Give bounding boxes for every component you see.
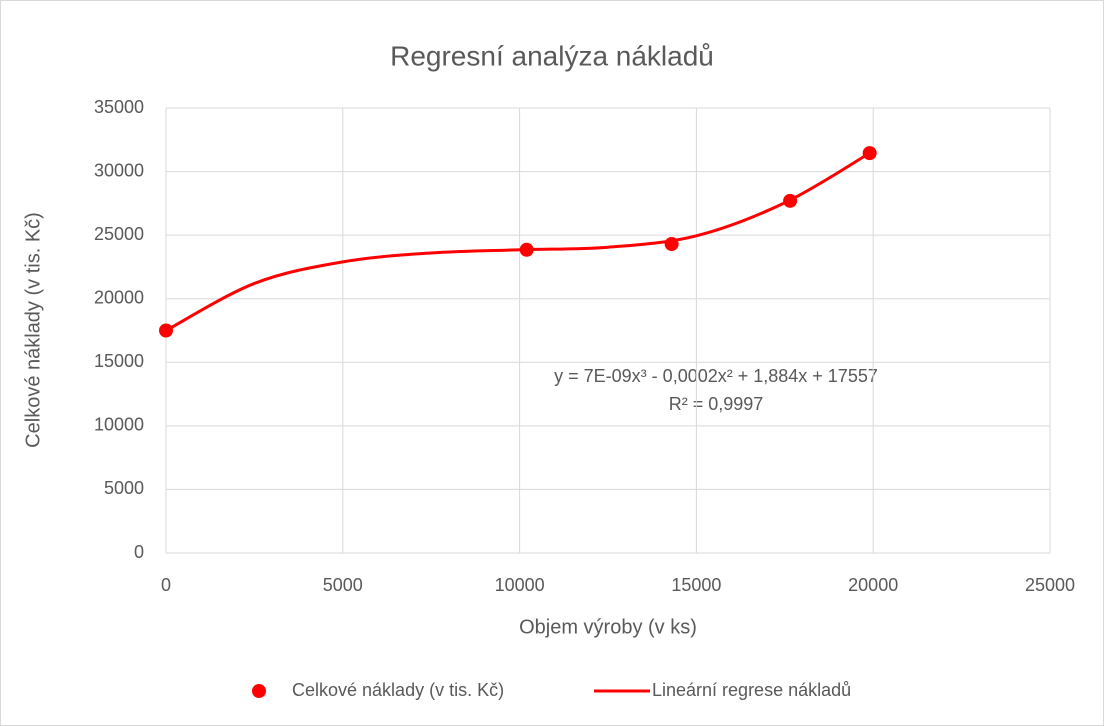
x-tick-label: 15000 [671,575,721,595]
y-tick-label: 15000 [94,351,144,371]
chart-title: Regresní analýza nákladů [390,40,714,71]
data-point [783,193,798,208]
legend-label: Lineární regrese nákladů [652,680,851,700]
y-tick-label: 5000 [104,478,144,498]
y-tick-label: 25000 [94,224,144,244]
r-squared: R² = 0,9997 [669,394,764,414]
data-point [664,237,679,252]
data-point [519,242,534,257]
legend-label: Celkové náklady (v tis. Kč) [292,680,504,700]
x-tick-label: 25000 [1025,575,1075,595]
equation: y = 7E-09x³ - 0,0002x² + 1,884x + 17557 [554,366,878,386]
y-tick-label: 30000 [94,160,144,180]
x-tick-label: 10000 [495,575,545,595]
x-axis-label: Objem výroby (v ks) [519,616,697,638]
y-tick-label: 0 [134,542,144,562]
data-point [862,146,877,161]
y-tick-label: 35000 [94,97,144,117]
y-tick-label: 20000 [94,287,144,307]
y-tick-label: 10000 [94,415,144,435]
trend-line [165,151,871,332]
x-tick-label: 20000 [848,575,898,595]
legend-marker [252,684,266,698]
data-point [159,323,173,338]
y-axis-label: Celkové náklady (v tis. Kč) [22,212,44,448]
x-tick-label: 5000 [323,575,363,595]
x-tick-label: 0 [161,575,171,595]
